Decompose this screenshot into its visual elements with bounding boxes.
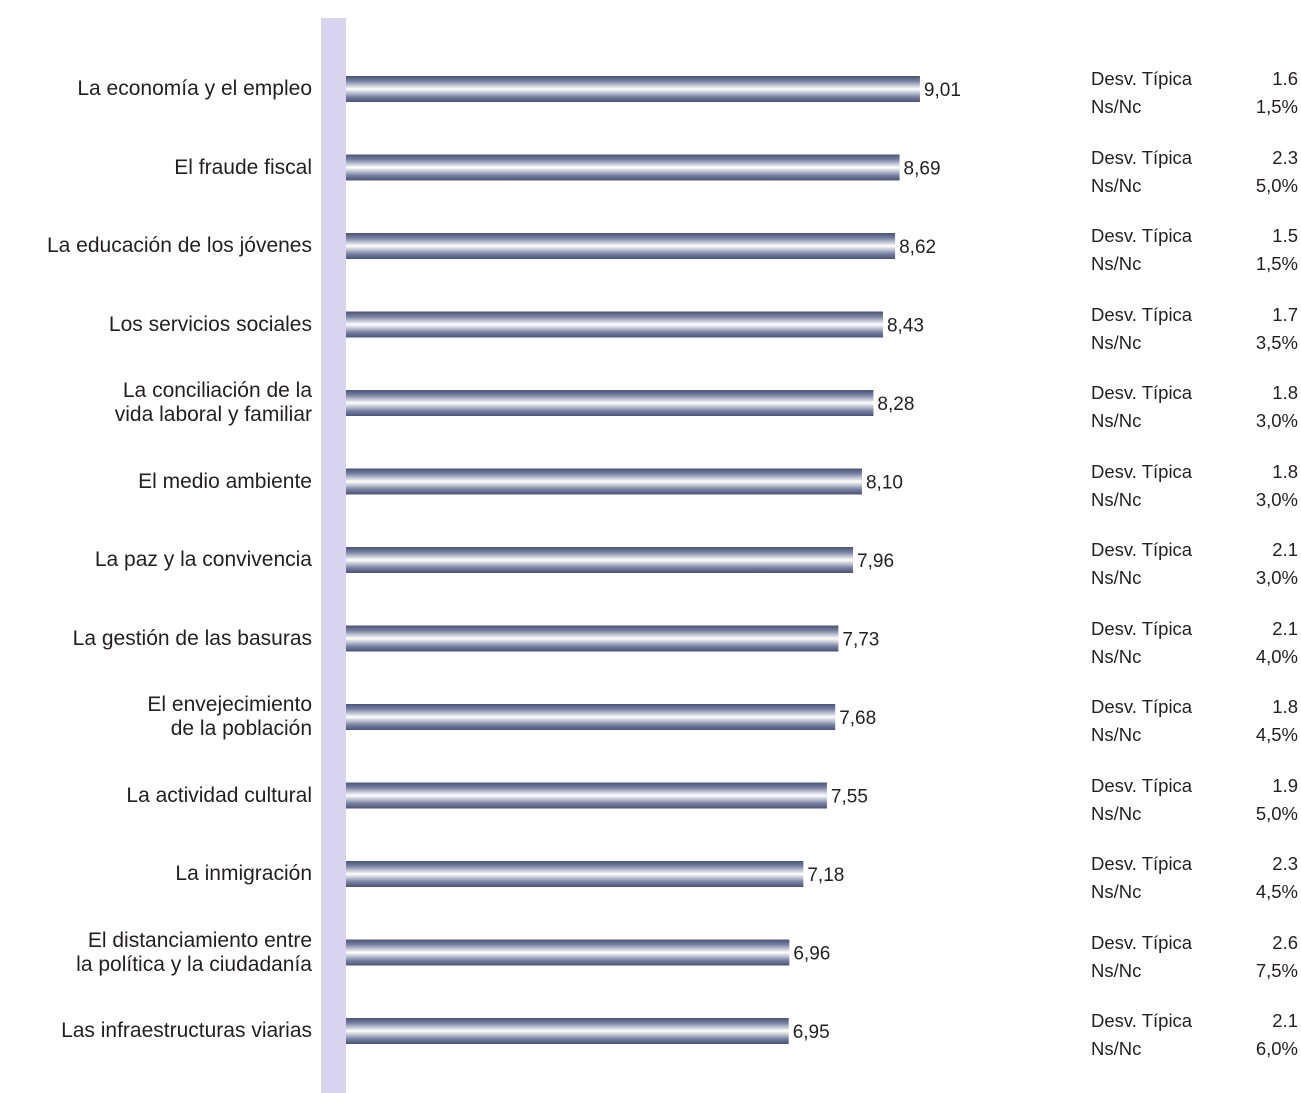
bar-0 (346, 76, 920, 102)
value-label-10: 7,18 (807, 865, 844, 886)
nsnc-value-6: 3,0% (1255, 567, 1298, 588)
category-label-10: La inmigración (175, 862, 312, 885)
axis-band (321, 18, 346, 1093)
bar-5 (346, 468, 862, 495)
desv-value-10: 2.3 (1272, 853, 1298, 874)
desv-label-2: Desv. Típica (1091, 225, 1193, 246)
category-label-9: La actividad cultural (126, 783, 312, 807)
desv-value-12: 2.1 (1272, 1010, 1298, 1031)
category-label-0: La economía y el empleo (77, 77, 312, 100)
desv-value-4: 1.8 (1272, 382, 1298, 403)
nsnc-label-12: Ns/Nc (1091, 1038, 1142, 1059)
desv-label-0: Desv. Típica (1091, 68, 1193, 89)
value-label-12: 6,95 (793, 1022, 830, 1043)
nsnc-value-2: 1,5% (1255, 253, 1298, 274)
bar-11 (346, 939, 790, 966)
nsnc-value-7: 4,0% (1255, 645, 1298, 667)
desv-label-10: Desv. Típica (1091, 853, 1193, 874)
nsnc-value-4: 3,0% (1255, 410, 1298, 431)
category-label-6: La paz y la convivencia (94, 548, 312, 571)
category-label-8: El envejecimiento de la población (147, 693, 312, 740)
nsnc-label-2: Ns/Nc (1091, 253, 1142, 274)
category-label-12: Las infraestructuras viarias (61, 1019, 312, 1042)
nsnc-value-8: 4,5% (1255, 724, 1298, 745)
desv-label-5: Desv. Típica (1091, 460, 1193, 482)
nsnc-label-6: Ns/Nc (1091, 567, 1142, 588)
nsnc-value-0: 1,5% (1255, 96, 1298, 117)
bar-2 (346, 233, 896, 259)
nsnc-label-1: Ns/Nc (1091, 174, 1142, 196)
desv-value-9: 1.9 (1272, 774, 1298, 796)
desv-value-1: 2.3 (1272, 146, 1298, 168)
value-label-8: 7,68 (839, 708, 876, 729)
nsnc-value-11: 7,5% (1255, 959, 1298, 981)
desv-label-9: Desv. Típica (1091, 774, 1193, 796)
bar-4 (346, 390, 874, 416)
desv-value-2: 1.5 (1272, 225, 1298, 246)
value-label-0: 9,01 (924, 80, 961, 101)
desv-label-8: Desv. Típica (1091, 696, 1193, 717)
value-label-4: 8,28 (877, 394, 914, 415)
value-label-2: 8,62 (899, 237, 936, 258)
desv-label-4: Desv. Típica (1091, 382, 1193, 403)
nsnc-label-7: Ns/Nc (1091, 645, 1142, 667)
bar-12 (346, 1018, 789, 1044)
desv-label-11: Desv. Típica (1091, 931, 1193, 953)
bar-8 (346, 704, 836, 730)
category-label-4: La conciliación de la vida laboral y fam… (114, 379, 312, 426)
value-label-3: 8,43 (887, 316, 924, 337)
desv-label-12: Desv. Típica (1091, 1010, 1193, 1031)
bar-7 (346, 625, 839, 652)
nsnc-label-5: Ns/Nc (1091, 488, 1142, 510)
desv-label-6: Desv. Típica (1091, 539, 1193, 560)
category-label-2: La educación de los jóvenes (46, 234, 312, 257)
value-label-11: 6,96 (793, 944, 830, 965)
bar-1 (346, 154, 900, 181)
value-label-7: 7,73 (842, 630, 879, 651)
category-label-5: El medio ambiente (138, 469, 312, 493)
desv-label-7: Desv. Típica (1091, 617, 1193, 639)
nsnc-label-11: Ns/Nc (1091, 959, 1142, 981)
nsnc-label-4: Ns/Nc (1091, 410, 1142, 431)
bar-10 (346, 861, 804, 887)
category-label-11: El distanciamiento entre la política y l… (76, 928, 312, 976)
desv-value-0: 1.6 (1272, 68, 1298, 89)
value-label-9: 7,55 (831, 787, 868, 808)
nsnc-label-8: Ns/Nc (1091, 724, 1142, 745)
nsnc-value-3: 3,5% (1255, 331, 1298, 353)
category-label-1: El fraude fiscal (174, 155, 312, 179)
bar-6 (346, 547, 854, 573)
desv-value-3: 1.7 (1272, 303, 1298, 325)
desv-value-7: 2.1 (1272, 617, 1298, 639)
desv-value-11: 2.6 (1272, 931, 1298, 953)
value-label-6: 7,96 (857, 551, 894, 572)
bar-9 (346, 782, 827, 809)
desv-value-6: 2.1 (1272, 539, 1298, 560)
bar-3 (346, 311, 883, 338)
category-label-7: La gestión de las basuras (72, 626, 312, 650)
category-label-3: Los servicios sociales (108, 312, 312, 336)
nsnc-value-1: 5,0% (1255, 174, 1298, 196)
nsnc-label-0: Ns/Nc (1091, 96, 1142, 117)
nsnc-value-10: 4,5% (1255, 881, 1298, 902)
desv-label-1: Desv. Típica (1091, 146, 1193, 168)
nsnc-value-12: 6,0% (1255, 1038, 1298, 1059)
nsnc-label-9: Ns/Nc (1091, 802, 1142, 824)
desv-label-3: Desv. Típica (1091, 303, 1193, 325)
value-label-1: 8,69 (904, 159, 941, 180)
nsnc-value-5: 3,0% (1255, 488, 1298, 510)
desv-value-5: 1.8 (1272, 460, 1298, 482)
value-label-5: 8,10 (866, 473, 903, 494)
desv-value-8: 1.8 (1272, 696, 1298, 717)
nsnc-value-9: 5,0% (1255, 802, 1298, 824)
nsnc-label-3: Ns/Nc (1091, 331, 1142, 353)
nsnc-label-10: Ns/Nc (1091, 881, 1142, 902)
